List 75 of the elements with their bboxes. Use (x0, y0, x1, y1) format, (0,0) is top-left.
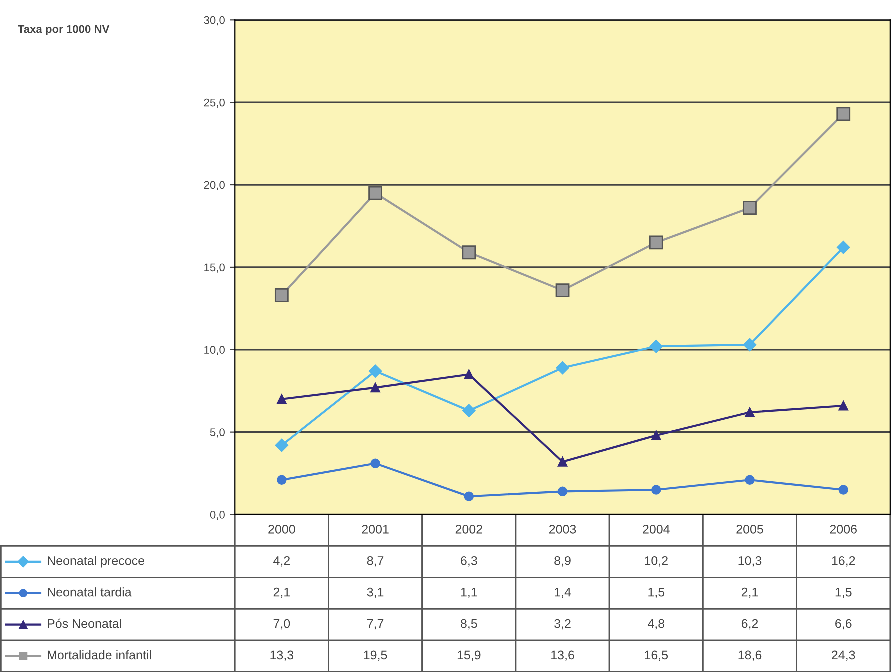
y-tick-label: 25,0 (204, 98, 225, 108)
point (652, 430, 662, 440)
y-tick-label: 30,0 (204, 16, 225, 26)
data-label: 16,5 (645, 650, 668, 662)
point (837, 241, 850, 254)
point (558, 457, 568, 467)
y-tick-label: 20,0 (204, 181, 225, 190)
data-label: 13,3 (270, 650, 294, 662)
point (368, 364, 382, 378)
point (556, 361, 570, 375)
point (743, 201, 757, 216)
data-label: 3,2 (554, 619, 571, 630)
point (743, 338, 757, 352)
data-label: 7,7 (367, 619, 384, 630)
data-label: 1,4 (555, 588, 572, 598)
y-tick-label: 0,0 (210, 511, 225, 520)
data-label: 16,2 (832, 556, 856, 567)
point (650, 340, 663, 354)
data-label: 1,1 (461, 588, 478, 598)
point (370, 458, 380, 469)
data-label: 13,6 (552, 650, 574, 662)
point (652, 485, 662, 495)
point (275, 438, 289, 452)
point (745, 408, 755, 418)
x-tick-label: 2003 (550, 524, 576, 534)
point (836, 107, 851, 122)
legend-label: Pós Neonatal (48, 618, 122, 628)
data-label: 4,2 (274, 556, 290, 567)
data-label: 6,2 (742, 619, 758, 630)
point (838, 485, 848, 495)
data-label: 10,3 (738, 556, 762, 567)
point (838, 401, 848, 411)
data-label: 3,1 (367, 588, 384, 598)
data-label: 6,3 (461, 556, 478, 567)
x-tick-label: 2004 (643, 524, 670, 534)
x-tick-label: 2005 (736, 524, 764, 534)
text: Taxa por 1000 NV (18, 25, 110, 36)
point (464, 492, 474, 502)
data-label: 1,5 (648, 588, 665, 598)
x-tick-label: 2006 (830, 524, 857, 534)
data-label: 24,3 (832, 650, 856, 662)
point (274, 288, 289, 302)
point (462, 246, 476, 260)
y-tick-label: 15,0 (204, 264, 225, 273)
point (277, 475, 287, 485)
point (558, 486, 568, 497)
point (556, 284, 570, 298)
point (464, 370, 474, 380)
point (368, 186, 382, 200)
x-tick-label: 2002 (456, 524, 482, 534)
data-label: 8,5 (461, 619, 478, 630)
data-label: 8,7 (367, 556, 384, 567)
data-label: 6,6 (836, 619, 852, 630)
data-label: 2,1 (742, 588, 758, 598)
legend-label: Neonatal tardia (48, 588, 132, 597)
data-label: 15,9 (458, 650, 481, 662)
y-tick-label: 5,0 (210, 428, 225, 438)
data-label: 19,5 (364, 650, 388, 662)
point (370, 382, 380, 393)
data-label: 1,5 (836, 588, 852, 598)
data-label: 7,0 (274, 619, 290, 630)
point (462, 404, 476, 418)
data-label: 2,1 (274, 588, 290, 598)
legend-label: Mortalidade infantil (48, 650, 152, 660)
point (745, 475, 755, 485)
legend-label: Neonatal precoce (48, 556, 144, 568)
x-tick-label: 2001 (362, 524, 389, 534)
point (277, 394, 287, 404)
data-label: 8,9 (554, 556, 571, 567)
data-label: 4,8 (648, 619, 665, 630)
point (649, 236, 664, 250)
data-label: 10,2 (645, 556, 668, 567)
x-tick-label: 2000 (268, 524, 296, 534)
y-tick-label: 10,0 (204, 346, 225, 356)
data-label: 18,6 (738, 650, 762, 662)
